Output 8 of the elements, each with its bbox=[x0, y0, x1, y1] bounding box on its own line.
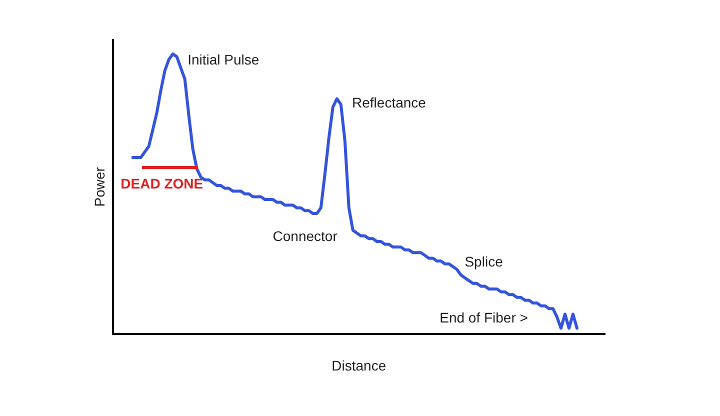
annotation: Initial Pulse bbox=[188, 51, 260, 68]
annotation: Connector bbox=[272, 228, 338, 244]
annotation: Splice bbox=[464, 253, 504, 270]
annotation: DEAD ZONE bbox=[120, 175, 204, 192]
x-axis-title: Distance bbox=[332, 357, 386, 374]
y-axis-title: Power bbox=[91, 166, 108, 207]
annotation: Reflectance bbox=[352, 94, 426, 111]
annotation: End of Fiber > bbox=[440, 310, 528, 326]
